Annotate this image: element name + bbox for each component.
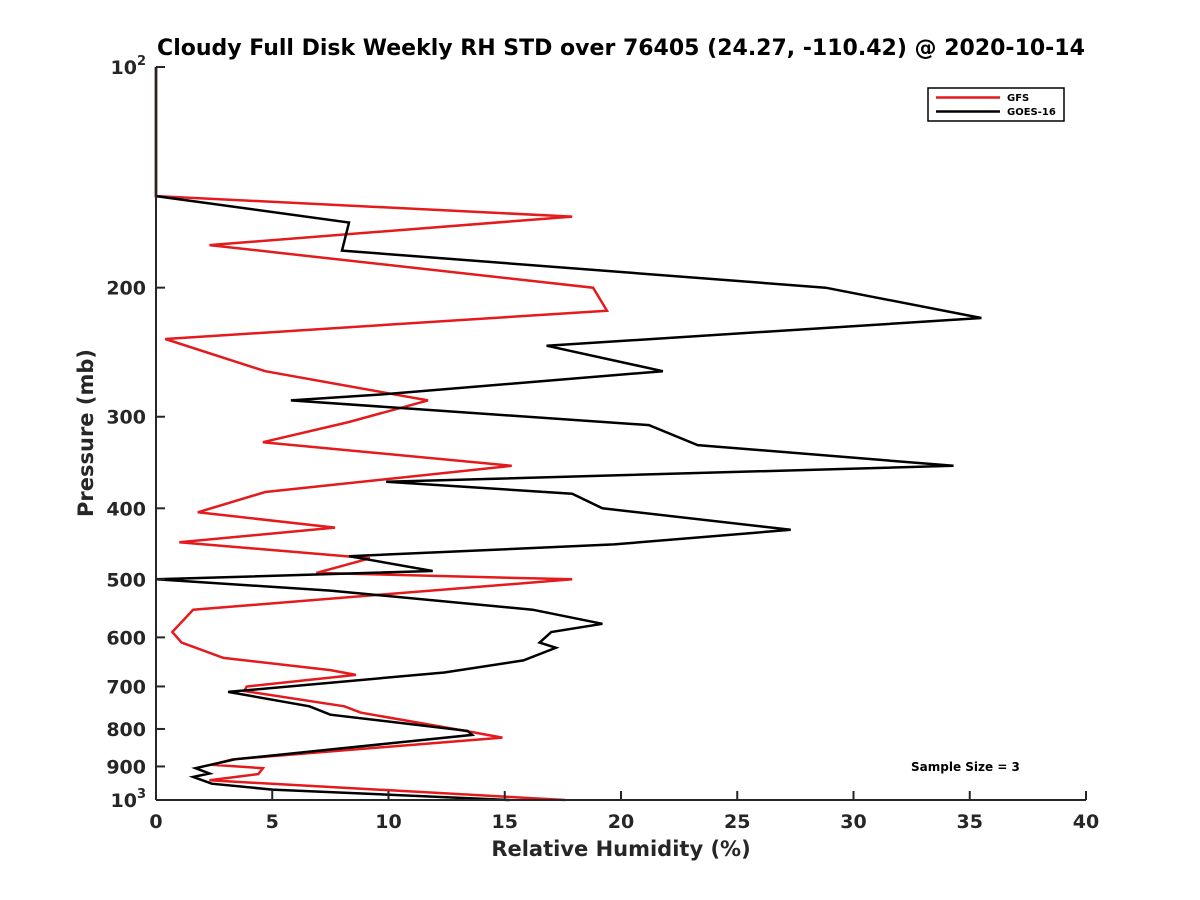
chart-title: Cloudy Full Disk Weekly RH STD over 7640… [157, 36, 1085, 61]
x-tick-label: 40 [1073, 811, 1099, 833]
legend: GFS GOES-16 [927, 87, 1065, 122]
y-tick-label: 103 [111, 787, 147, 812]
series-line-goes-16 [154, 67, 982, 802]
y-tick-label: 400 [106, 498, 146, 520]
y-tick-label: 500 [106, 569, 146, 591]
y-tick-label: 102 [111, 54, 147, 79]
x-tick-label: 15 [492, 811, 518, 833]
ticks-layer: 0 5 10 15 20 25 30 35 40 102 200 300 400 500 600 700 800… [106, 54, 1099, 833]
x-tick-label: 25 [724, 811, 750, 833]
x-tick-label: 5 [266, 811, 279, 833]
x-tick-label: 0 [149, 811, 162, 833]
x-tick-label: 30 [840, 811, 866, 833]
sample-size-annotation: Sample Size = 3 [911, 760, 1020, 774]
y-tick-label: 300 [106, 407, 146, 429]
y-tick-label: 200 [106, 278, 146, 300]
legend-label-gfs: GFS [1007, 93, 1029, 104]
y-tick-label: 800 [106, 719, 146, 741]
series-layer [154, 67, 982, 802]
x-axis-label: Relative Humidity (%) [491, 837, 750, 861]
y-tick-label: 600 [106, 627, 146, 649]
x-tick-label: 20 [608, 811, 634, 833]
y-axis-label: Pressure (mb) [74, 349, 98, 517]
y-tick-label: 700 [106, 676, 146, 698]
x-tick-label: 10 [375, 811, 401, 833]
x-tick-label: 35 [957, 811, 983, 833]
legend-box [927, 87, 1065, 122]
legend-label-goes-16: GOES-16 [1007, 107, 1056, 118]
y-tick-label: 900 [106, 756, 146, 778]
series-line-gfs [154, 67, 610, 802]
